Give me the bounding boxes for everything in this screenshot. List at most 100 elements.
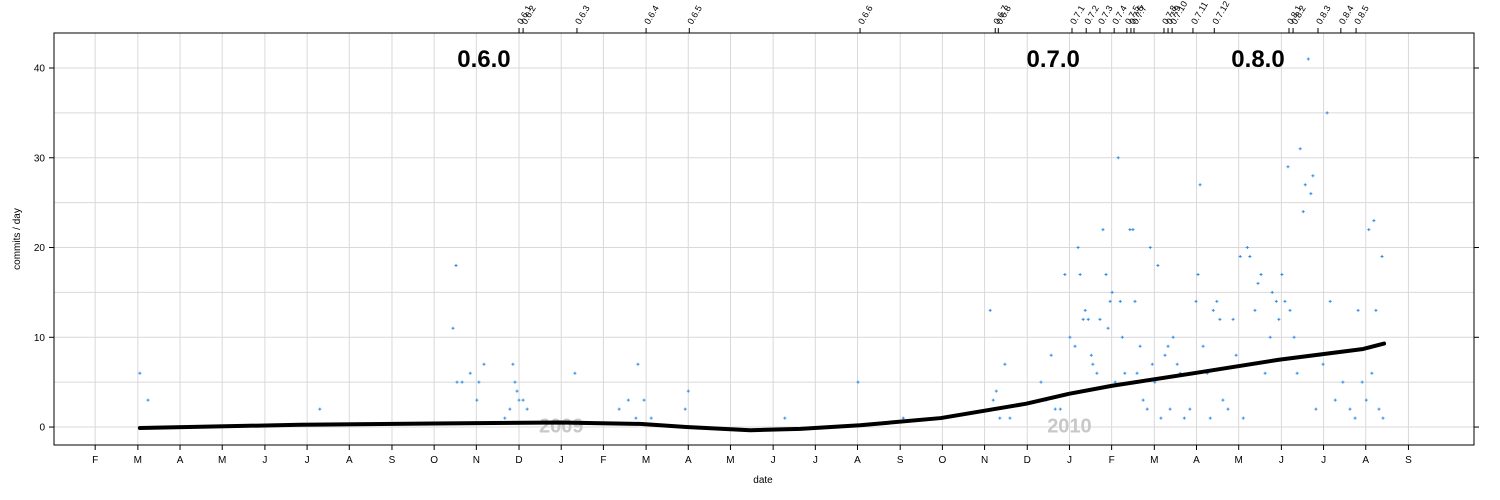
data-point	[1277, 317, 1281, 321]
x-tick-label: M	[726, 455, 734, 466]
data-point	[513, 380, 517, 384]
year-label: 2010	[1047, 415, 1092, 437]
version-label: 0.6.0	[457, 46, 510, 73]
data-point	[1148, 246, 1152, 250]
x-tick-label: S	[389, 455, 396, 466]
data-point	[1039, 380, 1043, 384]
y-tick-label: 40	[34, 64, 46, 75]
data-point	[460, 380, 464, 384]
x-tick-label: S	[897, 455, 904, 466]
data-point	[1377, 407, 1381, 411]
data-point	[1303, 183, 1307, 187]
data-point	[1053, 407, 1057, 411]
x-tick-label: F	[92, 455, 98, 466]
data-point	[1156, 263, 1160, 267]
data-point	[1221, 398, 1225, 402]
data-point	[1098, 317, 1102, 321]
x2-tick-label: 0.8.3	[1314, 4, 1333, 26]
y-tick-label: 20	[34, 243, 46, 254]
x-tick-label: F	[1109, 455, 1115, 466]
x-tick-label: O	[430, 455, 438, 466]
data-point	[1168, 407, 1172, 411]
data-point	[901, 416, 905, 420]
data-point	[1245, 246, 1249, 250]
data-point	[1188, 407, 1192, 411]
data-point	[686, 389, 690, 393]
x-tick-label: M	[1235, 455, 1243, 466]
data-point	[482, 362, 486, 366]
data-point	[998, 416, 1002, 420]
x-tick-label: D	[1024, 455, 1031, 466]
x-tick-label: J	[559, 455, 564, 466]
data-point	[1370, 371, 1374, 375]
year-label: 2009	[539, 415, 584, 437]
data-point	[1171, 335, 1175, 339]
data-point	[1274, 299, 1278, 303]
data-point	[1073, 344, 1077, 348]
data-point	[649, 416, 653, 420]
data-point	[1364, 398, 1368, 402]
data-point	[1118, 299, 1122, 303]
x-tick-label: F	[600, 455, 606, 466]
data-point	[1138, 344, 1142, 348]
data-point	[1182, 416, 1186, 420]
data-point	[1306, 57, 1310, 61]
data-point	[1068, 335, 1072, 339]
x-tick-label: A	[1193, 455, 1200, 466]
x-tick-label: S	[1405, 455, 1412, 466]
data-point	[1078, 272, 1082, 276]
x-tick-label: J	[771, 455, 776, 466]
x-tick-label: A	[854, 455, 861, 466]
x2-tick-label: 0.6.3	[573, 4, 592, 26]
data-point	[1218, 317, 1222, 321]
data-point	[1145, 407, 1149, 411]
data-point	[468, 371, 472, 375]
data-point	[1288, 308, 1292, 312]
data-point	[1008, 416, 1012, 420]
data-point	[318, 407, 322, 411]
data-point	[617, 407, 621, 411]
data-point	[1295, 371, 1299, 375]
data-point	[1311, 174, 1315, 178]
data-point	[1106, 326, 1110, 330]
data-point	[1356, 308, 1360, 312]
x-tick-label: M	[218, 455, 226, 466]
data-point	[1123, 371, 1127, 375]
x2-tick-label: 0.6.8	[994, 4, 1013, 26]
data-point	[1003, 362, 1007, 366]
y-tick-label: 0	[39, 423, 45, 434]
data-point	[1128, 228, 1132, 232]
data-point	[1058, 407, 1062, 411]
trend-line	[137, 341, 1387, 433]
data-point	[1135, 371, 1139, 375]
data-point	[1113, 380, 1117, 384]
data-point	[1253, 308, 1257, 312]
data-point	[477, 380, 481, 384]
plot-frame	[53, 32, 1475, 446]
data-point	[1116, 156, 1120, 160]
x-tick-label: O	[938, 455, 946, 466]
data-point	[1231, 317, 1235, 321]
data-point	[626, 398, 630, 402]
x2-tick-label: 0.6.5	[685, 4, 704, 26]
data-point	[451, 326, 455, 330]
data-point	[521, 398, 525, 402]
data-point	[1081, 317, 1085, 321]
x2-tick-label: 0.6.4	[642, 4, 661, 26]
y-tick-label: 10	[34, 333, 46, 344]
data-point	[1141, 398, 1145, 402]
x-tick-label: A	[1362, 455, 1369, 466]
data-point	[1108, 299, 1112, 303]
x-tick-label: N	[473, 455, 480, 466]
data-point	[455, 380, 459, 384]
data-point	[1309, 192, 1313, 196]
data-point	[1241, 416, 1245, 420]
data-point	[1248, 255, 1252, 259]
x-tick-label: A	[685, 455, 692, 466]
data-point	[515, 389, 519, 393]
data-point	[1380, 255, 1384, 259]
data-point	[1196, 272, 1200, 276]
data-point	[642, 398, 646, 402]
data-point	[634, 416, 638, 420]
